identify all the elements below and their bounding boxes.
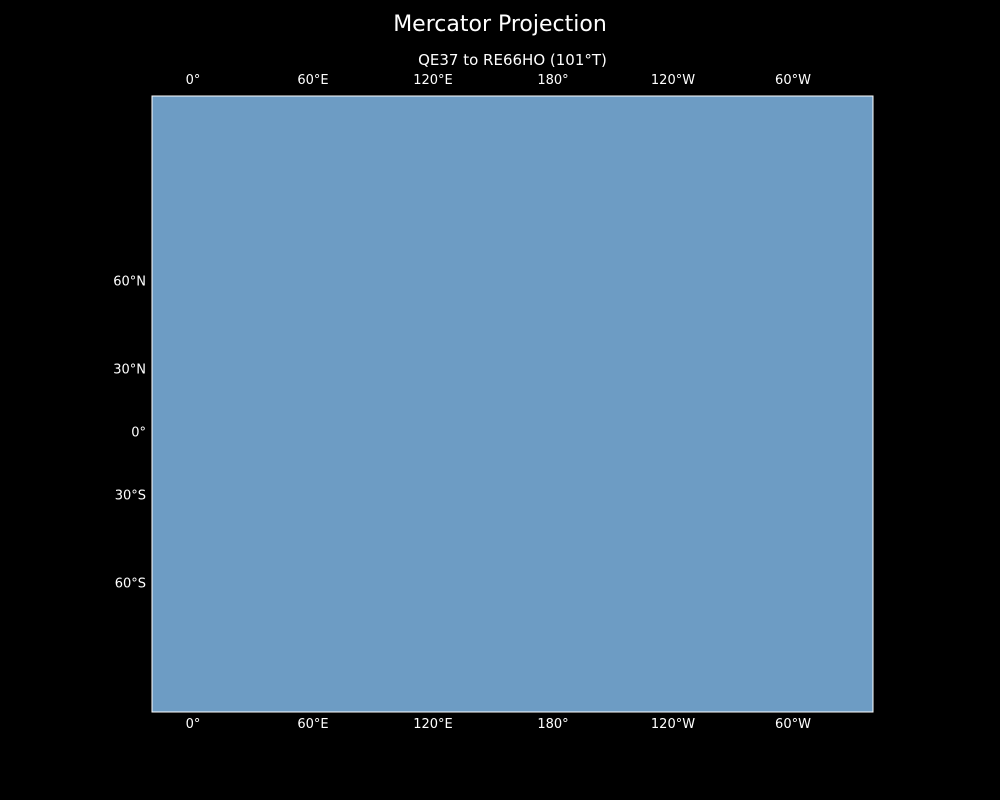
top-lon-tick-label: 180° <box>537 73 569 88</box>
lat-tick-label: 30°N <box>113 362 146 378</box>
lat-tick-label: 60°S <box>114 576 146 592</box>
top-lon-tick-label: 60°E <box>297 73 329 88</box>
top-lon-tick-label: 120°E <box>413 73 453 88</box>
top-lon-tick-label: 120°W <box>650 73 696 88</box>
lat-tick-label: 60°N <box>113 274 146 290</box>
map-frame <box>151 95 874 713</box>
map-subtitle: QE37 to RE66HO (101°T) <box>418 51 607 69</box>
bottom-lon-tick-label: 0° <box>185 717 201 732</box>
figure-title: Mercator Projection <box>393 12 607 37</box>
bottom-lon-tick-label: 60°E <box>297 717 329 732</box>
lat-tick-label: 0° <box>131 425 146 441</box>
ocean <box>152 96 873 712</box>
bottom-lon-tick-label: 180° <box>537 717 569 732</box>
top-lon-tick-label: 60°W <box>775 73 811 88</box>
lat-tick-label: 30°S <box>114 488 146 504</box>
bottom-lon-tick-label: 60°W <box>775 717 811 732</box>
bottom-lon-tick-label: 120°E <box>413 717 453 732</box>
bottom-lon-tick-label: 120°W <box>650 717 696 732</box>
top-lon-tick-label: 0° <box>185 73 201 88</box>
